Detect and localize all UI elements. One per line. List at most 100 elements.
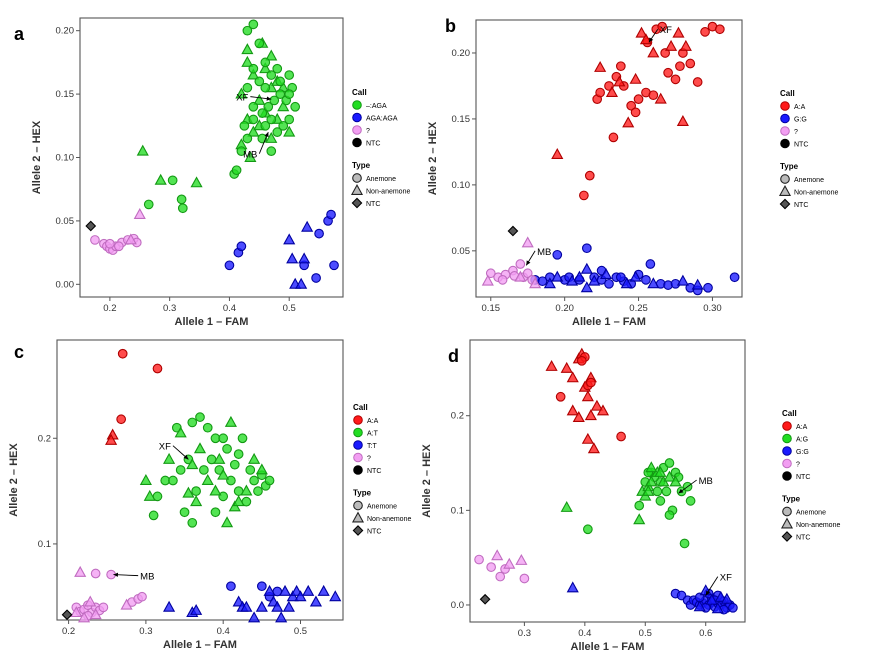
data-point-green-triangle (190, 176, 203, 188)
legend-call-swatch (353, 440, 363, 450)
data-point-green-circle (266, 114, 277, 125)
data-point-green-circle (260, 120, 271, 131)
data-point-green-circle (248, 114, 259, 125)
annotation-label: XF (159, 442, 171, 453)
data-point-green-triangle (247, 68, 260, 80)
legend-type-label: Anemone (794, 177, 824, 184)
data-point-red-circle (555, 391, 566, 402)
data-point-red-circle (700, 27, 710, 37)
data-point-green-triangle (186, 458, 199, 470)
data-point-green-circle (583, 524, 593, 535)
legend-call-swatch (780, 101, 790, 111)
legend-call-title: Call (780, 89, 795, 98)
data-point-pink-triangle (70, 606, 83, 618)
data-point-blue-triangle (693, 600, 706, 612)
data-point-red-circle (579, 190, 589, 201)
data-point-green-circle (290, 101, 301, 112)
data-point-green-circle (284, 70, 295, 80)
data-point-blue-triangle (286, 252, 299, 264)
data-point-green-triangle (669, 475, 682, 487)
y-tick-label: 0.2 (451, 411, 464, 422)
legend-type-title: Type (780, 162, 799, 171)
legend-call-label: NTC (794, 142, 808, 149)
legend-type-swatch (353, 500, 363, 511)
data-point-red-triangle (587, 442, 600, 454)
legend-call-swatch (353, 465, 363, 475)
data-point-green-triangle (277, 100, 290, 112)
legend-type-label: NTC (794, 202, 808, 209)
panel-d: d 0.3 0.4 0.5 0.6 0.0 0.1 0.2 Allele 1 – FAM Alle… (421, 339, 840, 653)
data-point-blue-triangle (295, 277, 308, 289)
data-point-red-triangle (676, 115, 689, 127)
legend-type-label: NTC (796, 535, 810, 542)
data-point-green-circle (266, 70, 277, 80)
legend-call-label: ? (796, 462, 800, 469)
data-point-blue-triangle (278, 584, 292, 596)
data-point-green-triangle (283, 125, 296, 137)
data-point-green-triangle (154, 173, 167, 185)
data-point-blue-triangle (190, 603, 203, 615)
data-point-pink-circle (105, 238, 115, 249)
x-tick-label: 0.5 (639, 628, 652, 639)
data-point-green-circle (264, 475, 275, 486)
legend-call-label: T:T (367, 443, 377, 450)
legend-call-label: A:A (794, 104, 806, 111)
data-point-blue-triangle (647, 277, 660, 289)
annotation-label: MB (699, 476, 713, 487)
data-point-red-circle (117, 348, 128, 359)
data-point-blue-circle (537, 276, 548, 287)
data-point-blue-triangle (301, 220, 314, 232)
annotation-arrowhead (264, 132, 269, 138)
data-point-green-circle (187, 517, 198, 528)
legend-call-label: NTC (796, 474, 810, 481)
data-point-blue-circle (329, 260, 339, 271)
data-point-pink-triangle (124, 233, 137, 245)
data-point-green-circle (263, 101, 274, 112)
annotation-arrowhead (705, 590, 710, 596)
data-point-green-circle (664, 458, 675, 468)
y-axis-title: Allele 2 – HEX (8, 443, 20, 517)
data-point-green-circle (239, 120, 250, 131)
data-point-green-triangle (193, 442, 207, 454)
y-tick-label: 0.1 (38, 539, 51, 550)
data-point-green-circle (176, 194, 187, 205)
data-point-red-triangle (572, 411, 585, 423)
data-point-green-triangle (232, 495, 245, 507)
data-point-blue-circle (326, 209, 336, 220)
legend-type-swatch (779, 198, 791, 210)
data-point-red-circle (692, 77, 703, 87)
data-point-pink-circle (485, 268, 496, 279)
legend-type-swatch (351, 197, 363, 209)
data-point-green-triangle (241, 55, 254, 67)
data-point-green-triangle (182, 486, 195, 498)
data-point-blue-triangle (282, 600, 295, 612)
data-point-green-triangle (220, 516, 234, 528)
data-point-green-circle (242, 25, 253, 36)
data-point-green-circle (272, 63, 283, 74)
data-point-green-circle (202, 422, 213, 433)
data-point-green-triangle (241, 43, 254, 55)
data-point-blue-triangle (620, 277, 633, 289)
data-point-red-circle (116, 414, 127, 425)
data-point-green-triangle (228, 500, 241, 512)
data-point-green-triangle (255, 463, 268, 475)
data-point-blue-triangle (711, 602, 724, 614)
data-point-red-triangle (635, 26, 648, 38)
legend-call-label: NTC (366, 141, 380, 148)
data-points (85, 19, 339, 289)
data-point-green-circle (257, 108, 268, 118)
data-point-blue-circle (314, 228, 324, 239)
annotation-arrowhead (678, 488, 684, 494)
panel-c: c 0.2 0.3 0.4 0.5 0.1 0.2 Allele 1 – FAM Allele … (8, 339, 411, 651)
data-point-blue-circle (729, 272, 740, 283)
plot-frame (469, 339, 746, 623)
annotation-label: MB (537, 247, 551, 258)
data-point-green-circle (260, 82, 271, 93)
legend-call-label: A:A (796, 424, 808, 431)
data-point-green-triangle (663, 470, 676, 482)
data-point-red-triangle (639, 33, 653, 45)
data-point-red-triangle (566, 371, 579, 383)
legend-type-title: Type (352, 161, 371, 170)
legend-call-swatch (353, 415, 363, 425)
y-axis-title: Allele 2 – HEX (421, 444, 433, 518)
